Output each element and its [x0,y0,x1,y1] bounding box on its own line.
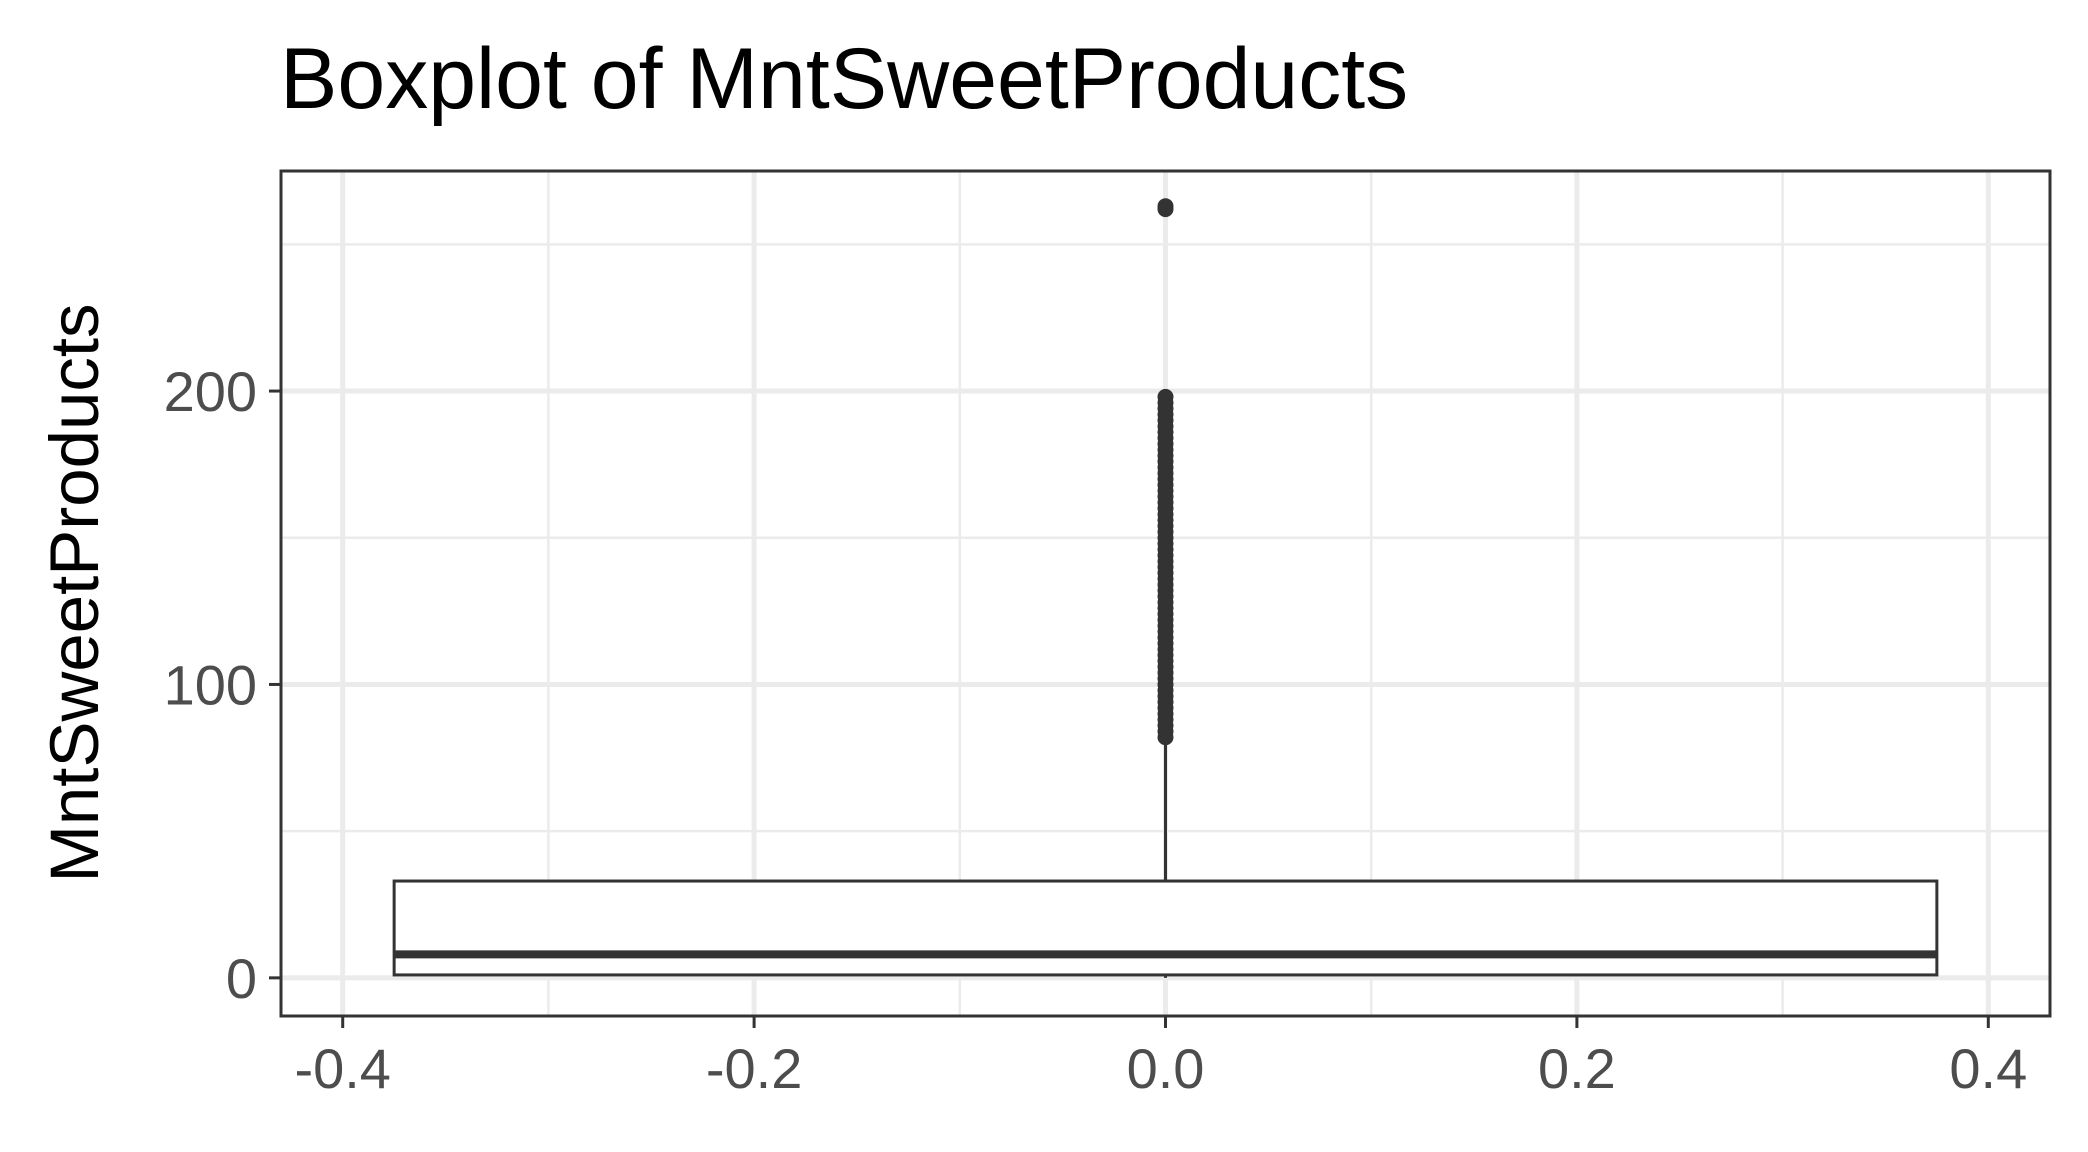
outlier-point [1157,388,1174,405]
x-tick-label: 0.0 [1127,1037,1205,1100]
y-tick-label: 0 [226,947,257,1010]
x-tick-label: 0.4 [1949,1037,2027,1100]
iqr-box [392,879,1939,977]
axes: -0.4 -0.2 0.0 0.2 0.4 0 100 200 [164,360,2028,1100]
box-group [392,740,1939,978]
y-tick-label: 100 [164,653,257,716]
outlier-point [1157,198,1174,215]
y-tick-label: 200 [164,360,257,423]
outlier-points [1157,198,1174,746]
x-tick-label: -0.2 [706,1037,803,1100]
x-tick-label: -0.4 [294,1037,391,1100]
x-tick-label: 0.2 [1538,1037,1616,1100]
y-axis-title: MntSweetProducts [36,303,113,882]
chart-title: Boxplot of MntSweetProducts [280,31,1408,127]
